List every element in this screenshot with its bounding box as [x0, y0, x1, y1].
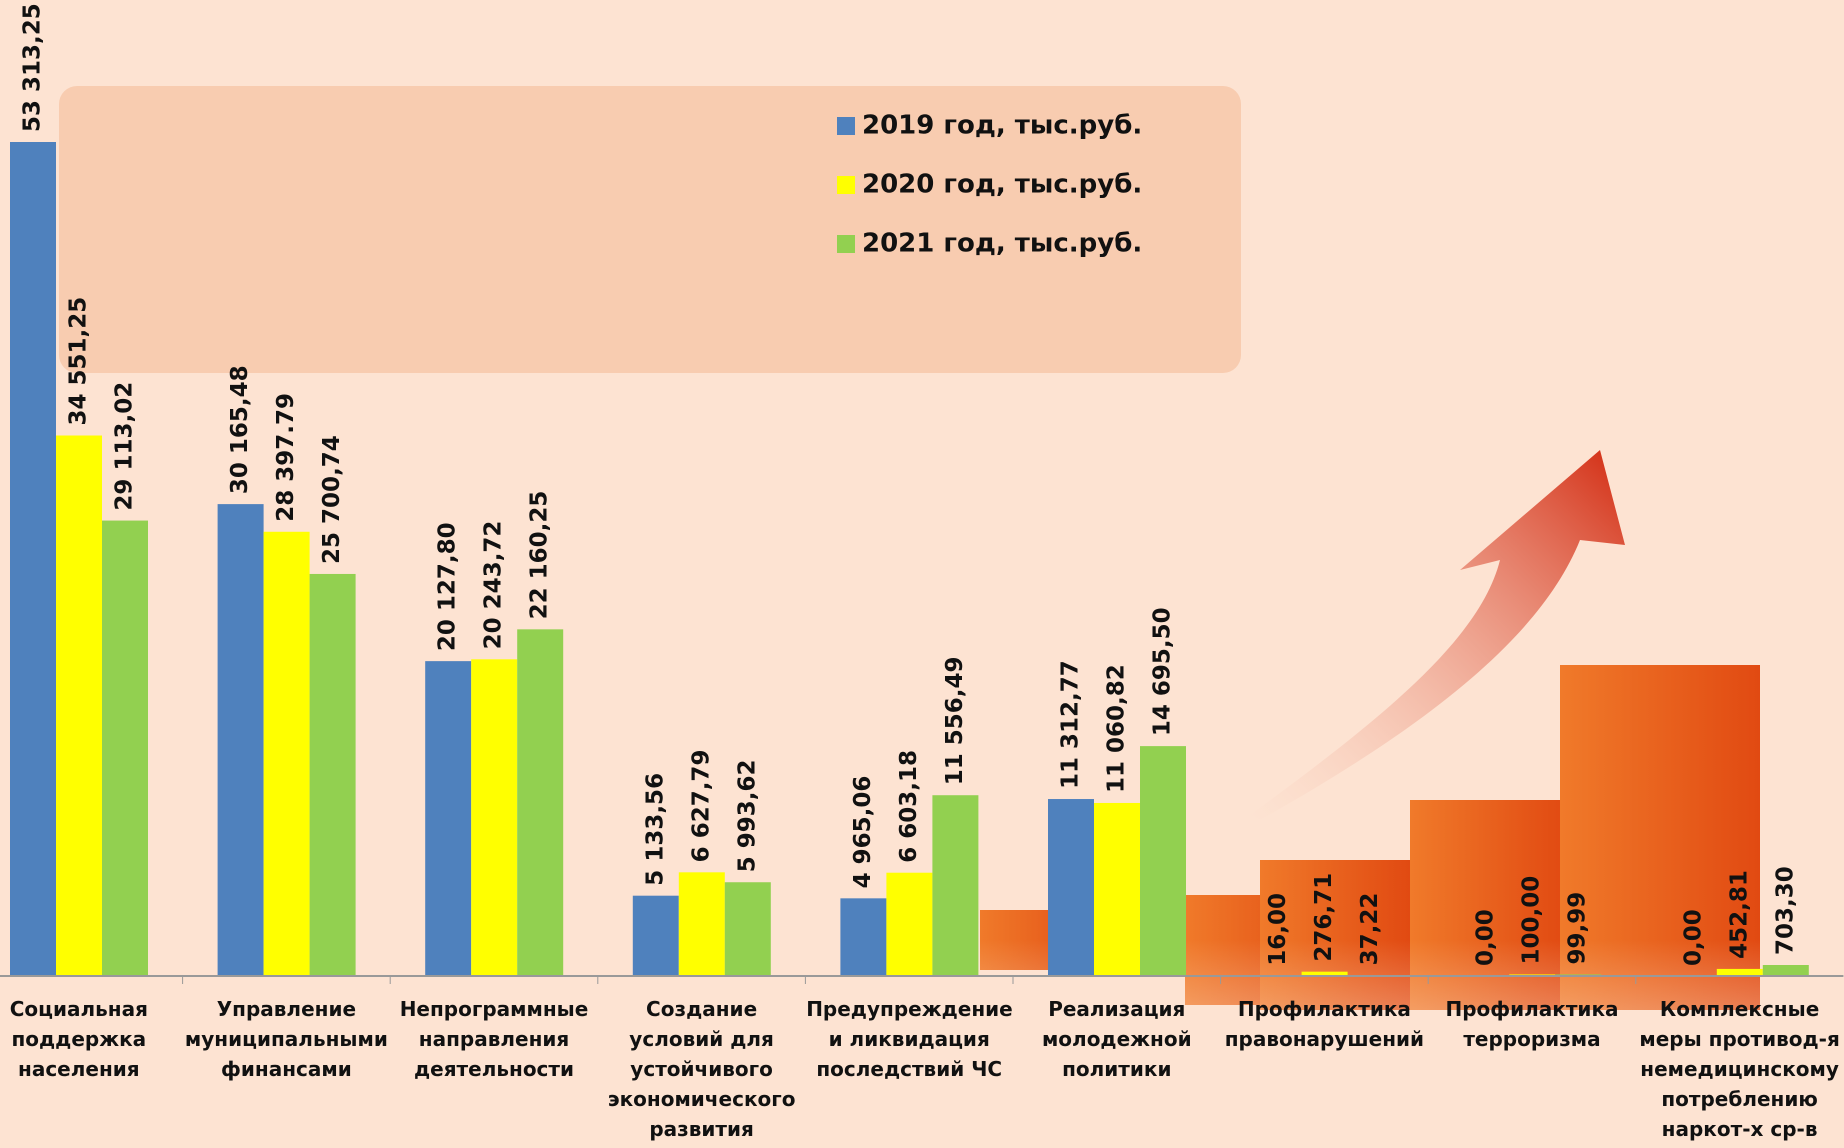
bar	[1762, 964, 1809, 976]
value-label: 34 551,25	[66, 297, 92, 426]
bar	[56, 435, 102, 976]
value-label: 14 695,50	[1150, 607, 1176, 736]
bar	[10, 142, 56, 976]
value-label: 11 556,49	[942, 656, 968, 785]
value-label: 20 243,72	[481, 521, 507, 650]
legend-swatch	[837, 117, 855, 135]
value-label: 53 313,25	[20, 3, 46, 132]
value-label: 276,71	[1311, 873, 1337, 962]
bar	[886, 872, 933, 976]
bar	[1094, 802, 1140, 976]
x-tick-label: Комплексные меры противод-я немедицинско…	[1639, 997, 1840, 1141]
bar	[840, 898, 887, 976]
x-tick-label: Профилактика правонарушений	[1224, 997, 1425, 1051]
bar	[425, 661, 472, 976]
value-label: 29 113,02	[112, 382, 138, 511]
x-tick-label: Непрограммные направления деятельности	[399, 997, 589, 1081]
value-label: 4 965,06	[850, 776, 876, 889]
bar	[217, 504, 264, 976]
value-label: 5 993,62	[734, 759, 760, 872]
value-label: 5 133,56	[642, 773, 668, 886]
value-label: 452,81	[1726, 870, 1752, 959]
bar	[1301, 971, 1348, 976]
value-label: 30 165,48	[227, 365, 253, 494]
value-label: 11 060,82	[1104, 664, 1130, 793]
value-label: 6 603,18	[896, 750, 922, 863]
value-label: 11 312,77	[1058, 660, 1084, 789]
x-tick-label: Реализация молодежной политики	[1041, 997, 1192, 1081]
value-label: 703,30	[1772, 866, 1798, 955]
x-tick-label: Профилактика терроризма	[1445, 997, 1619, 1051]
value-label: 100,00	[1519, 876, 1545, 965]
x-tick-label: Предупреждение и ликвидация последствий …	[806, 997, 1013, 1081]
x-tick-label: Создание условий для устойчивого экономи…	[607, 997, 796, 1141]
value-label: 99,99	[1565, 892, 1591, 965]
value-label: 0,00	[1473, 909, 1499, 966]
value-label: 28 397.79	[273, 393, 299, 522]
bar	[471, 659, 518, 976]
legend-label: 2021 год, тыс.руб.	[862, 229, 1142, 259]
value-label: 0,00	[1680, 909, 1706, 966]
bar	[102, 520, 148, 976]
legend-swatch	[837, 176, 855, 194]
bar	[932, 795, 979, 976]
bar	[517, 629, 564, 976]
legend-label: 2019 год, тыс.руб.	[862, 111, 1142, 141]
bar	[1716, 968, 1763, 976]
bar	[632, 895, 679, 976]
bar	[263, 531, 310, 976]
value-label: 22 160,25	[527, 491, 553, 620]
x-tick-label: Социальная поддержка населения	[9, 997, 148, 1081]
legend-box	[59, 86, 1241, 373]
bar	[1048, 799, 1094, 976]
value-label: 37,22	[1357, 893, 1383, 966]
value-label: 6 627,79	[688, 750, 714, 863]
x-tick-label: Управление муниципальными финансами	[184, 997, 388, 1081]
value-label: 25 700,74	[319, 435, 345, 564]
legend-swatch	[837, 235, 855, 253]
bar	[678, 872, 725, 976]
value-label: 16,00	[1265, 893, 1291, 966]
bar	[724, 882, 771, 976]
legend-label: 2020 год, тыс.руб.	[862, 170, 1142, 200]
bar	[309, 573, 356, 976]
value-label: 20 127,80	[435, 522, 461, 651]
bar	[1140, 746, 1186, 976]
